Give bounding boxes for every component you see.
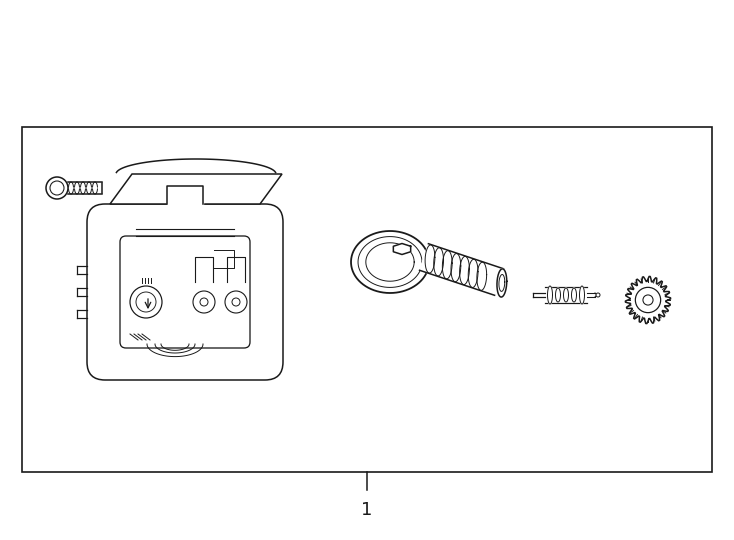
Circle shape <box>130 286 162 318</box>
Circle shape <box>596 293 600 297</box>
FancyBboxPatch shape <box>87 204 283 380</box>
Polygon shape <box>497 269 506 297</box>
Polygon shape <box>167 186 203 204</box>
Polygon shape <box>68 182 102 194</box>
Polygon shape <box>556 288 561 302</box>
Polygon shape <box>572 288 576 302</box>
Circle shape <box>200 298 208 306</box>
Polygon shape <box>351 231 429 293</box>
Circle shape <box>643 295 653 305</box>
Text: 1: 1 <box>361 501 373 519</box>
Circle shape <box>50 181 64 195</box>
Circle shape <box>636 287 661 313</box>
Polygon shape <box>625 276 671 323</box>
Polygon shape <box>393 244 410 254</box>
Circle shape <box>46 177 68 199</box>
Polygon shape <box>548 286 553 304</box>
Circle shape <box>193 291 215 313</box>
Bar <box>22 127 712 472</box>
Circle shape <box>136 292 156 312</box>
Polygon shape <box>564 288 569 302</box>
Polygon shape <box>420 244 504 295</box>
FancyBboxPatch shape <box>120 236 250 348</box>
Polygon shape <box>580 286 584 304</box>
Polygon shape <box>110 174 282 204</box>
Circle shape <box>225 291 247 313</box>
Circle shape <box>232 298 240 306</box>
